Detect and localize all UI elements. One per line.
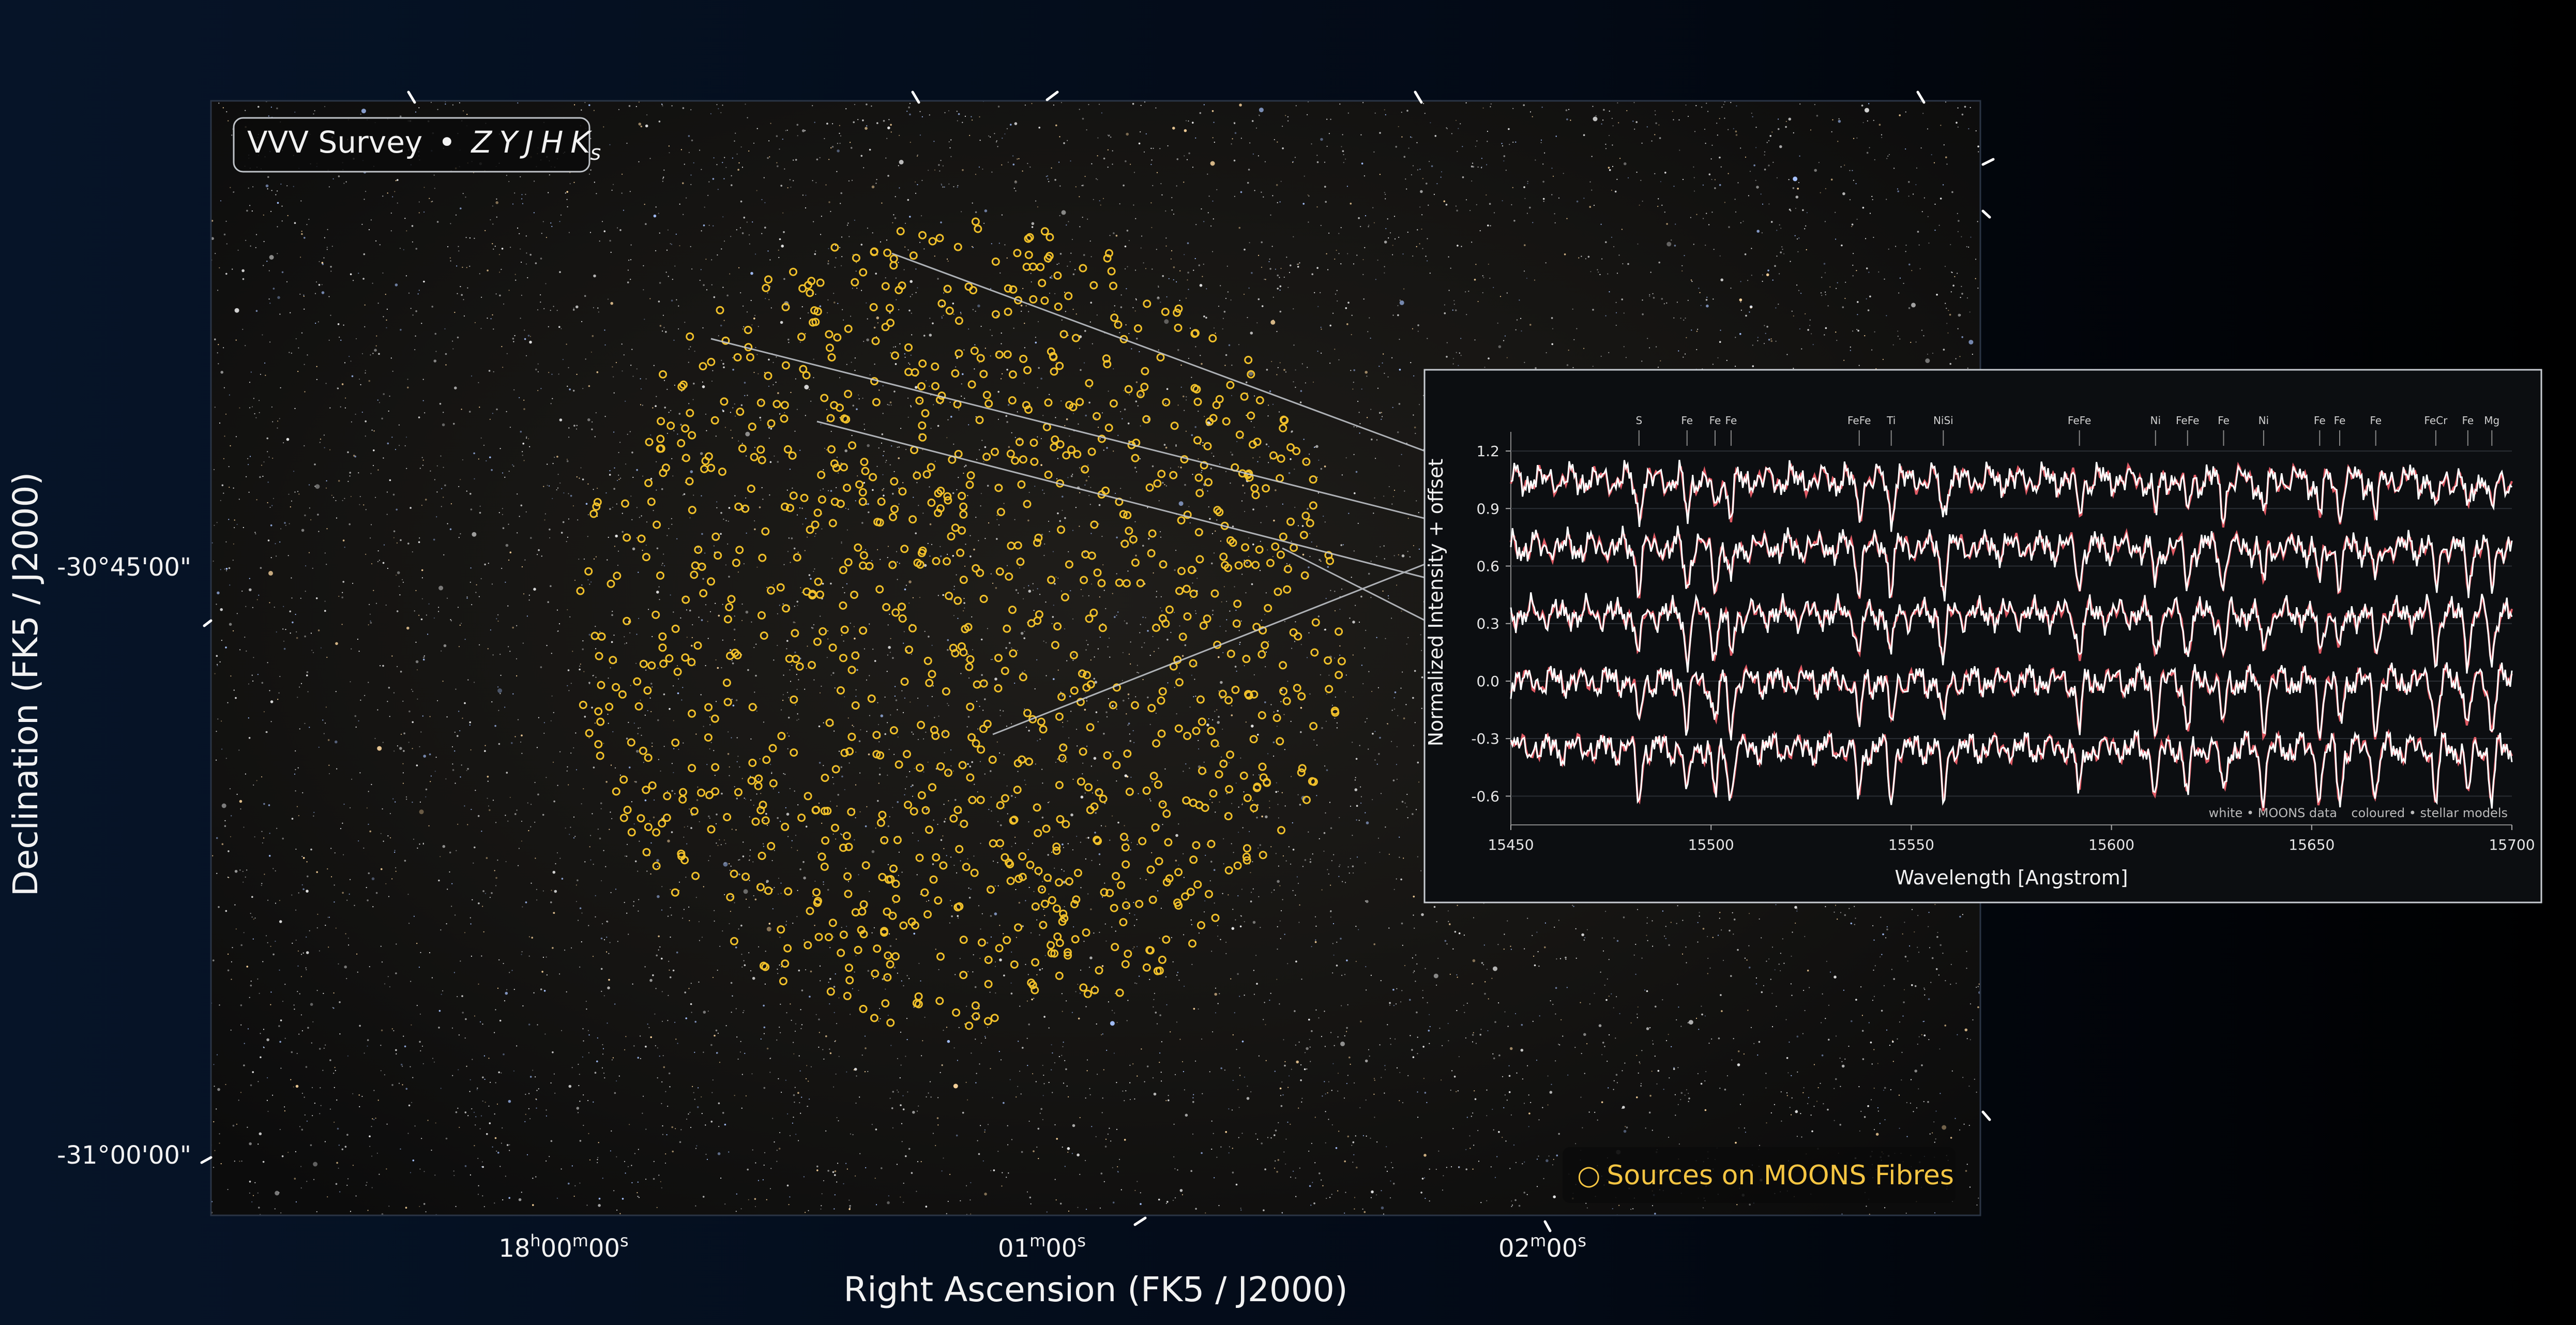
observed-spectrum (1510, 729, 2513, 809)
fibre-markers (576, 217, 1346, 1030)
inset-y-tick-label: 1.2 (1476, 443, 1499, 460)
connector-line (891, 252, 1492, 477)
grid-tick (1133, 1216, 1147, 1226)
inset-x-tick-label: 15550 (1888, 836, 1934, 853)
line-id-label: Fe (1709, 414, 1721, 427)
grid-tick (1916, 91, 1926, 104)
grid-tick (1045, 91, 1059, 101)
survey-separator: • (438, 125, 456, 160)
band-k-subscript: s (590, 141, 601, 165)
legend-box: ○ Sources on MOONS Fibres (1563, 1147, 1956, 1203)
observed-spectrum (1510, 525, 2513, 601)
band-h: H (541, 125, 564, 160)
inset-y-tick-label: -0.6 (1471, 788, 1499, 805)
line-id-label: Mg (2484, 414, 2499, 427)
survey-label-box: VVV Survey • Z Y J H Ks (233, 117, 601, 173)
line-id-label: Fe (1681, 414, 1693, 427)
inset-x-tick-label: 15650 (2289, 836, 2335, 853)
inset-y-tick-label: 0.9 (1476, 500, 1499, 517)
line-id-label: Ti (1886, 414, 1896, 427)
inset-xlabel: Wavelength [Angstrom] (1895, 866, 2128, 889)
line-id-label: FeFe (1847, 414, 1871, 427)
spectra-inset: -0.6 -0.3 0.0 0.3 0.6 0.9 1.2 15450 15500 15550 15… (1423, 369, 2542, 904)
dec-tick-label: -30°45'00" (57, 553, 191, 582)
grid-tick (1543, 1220, 1552, 1232)
inset-y-tick-label: -0.3 (1471, 730, 1499, 747)
grid-tick (200, 1156, 213, 1164)
band-z: Z (470, 125, 492, 160)
inset-x-tick-label: 15700 (2489, 836, 2535, 853)
line-id-label: NiSi (1933, 414, 1953, 427)
legend-symbol: ○ (1577, 1160, 1600, 1191)
grid-tick (1981, 209, 1991, 219)
spectra-plot: -0.6 -0.3 0.0 0.3 0.6 0.9 1.2 15450 15500 15550 15… (1471, 414, 2535, 853)
inset-legend-models: coloured • stellar models (2351, 806, 2508, 820)
line-id-label: Ni (2259, 414, 2269, 427)
connector-lines (710, 252, 1492, 735)
grid-tick (1981, 1110, 1991, 1121)
survey-name: VVV Survey (247, 125, 422, 160)
connector-line (992, 537, 1492, 735)
inset-x-tick-label: 15450 (1488, 836, 1534, 853)
connector-line (710, 338, 1492, 536)
observed-spectrum (1510, 662, 2513, 741)
inset-y-tick-label: 0.6 (1476, 558, 1499, 575)
grid-tick (1981, 158, 1995, 166)
ra-tick-label: 02m00s (1498, 1231, 1586, 1263)
grid-ticks (200, 91, 1995, 1232)
band-k: K (570, 125, 592, 160)
inset-y-tick-label: 0.3 (1476, 615, 1499, 633)
ra-tick-label: 18h00m00s (498, 1231, 628, 1263)
grid-tick (407, 91, 416, 104)
legend-text: ○ Sources on MOONS Fibres (1577, 1160, 1954, 1191)
ra-tick-label: 01m00s (998, 1231, 1086, 1263)
connector-line (816, 420, 1492, 596)
line-id-label: FeFe (2068, 414, 2091, 427)
band-y: Y (499, 125, 520, 160)
inset-ylabel: Normalized Intensity + offset (1425, 459, 1447, 746)
ra-axis-label: Right Ascension (FK5 / J2000) (843, 1270, 1347, 1309)
line-id-label: Fe (2462, 414, 2474, 427)
line-id-label: Fe (2218, 414, 2230, 427)
grid-tick (911, 91, 920, 104)
inset-y-tick-label: 0.0 (1476, 673, 1499, 690)
observed-spectrum (1510, 592, 2513, 674)
dec-axis-label: Declination (FK5 / J2000) (6, 472, 46, 896)
line-id-label: Ni (2150, 414, 2161, 427)
legend-label: Sources on MOONS Fibres (1607, 1160, 1954, 1191)
line-id-label: Fe (2370, 414, 2382, 427)
inset-x-tick-label: 15500 (1688, 836, 1734, 853)
inset-legend-data: white • MOONS data (2209, 806, 2337, 820)
dec-tick-label: -31°00'00" (57, 1141, 191, 1170)
inset-x-tick-label: 15600 (2088, 836, 2134, 853)
line-id-label: FeFe (2176, 414, 2199, 427)
grid-tick (203, 619, 213, 627)
line-id-label: Fe (1725, 414, 1737, 427)
observed-spectrum (1510, 460, 2513, 532)
inset-frame (1423, 369, 2542, 904)
line-id-label: Fe (2314, 414, 2326, 427)
line-id-label: FeCr (2424, 414, 2448, 427)
grid-tick (1414, 91, 1423, 104)
line-id-label: Fe (2334, 414, 2346, 427)
line-id-label: S (1635, 414, 1642, 427)
